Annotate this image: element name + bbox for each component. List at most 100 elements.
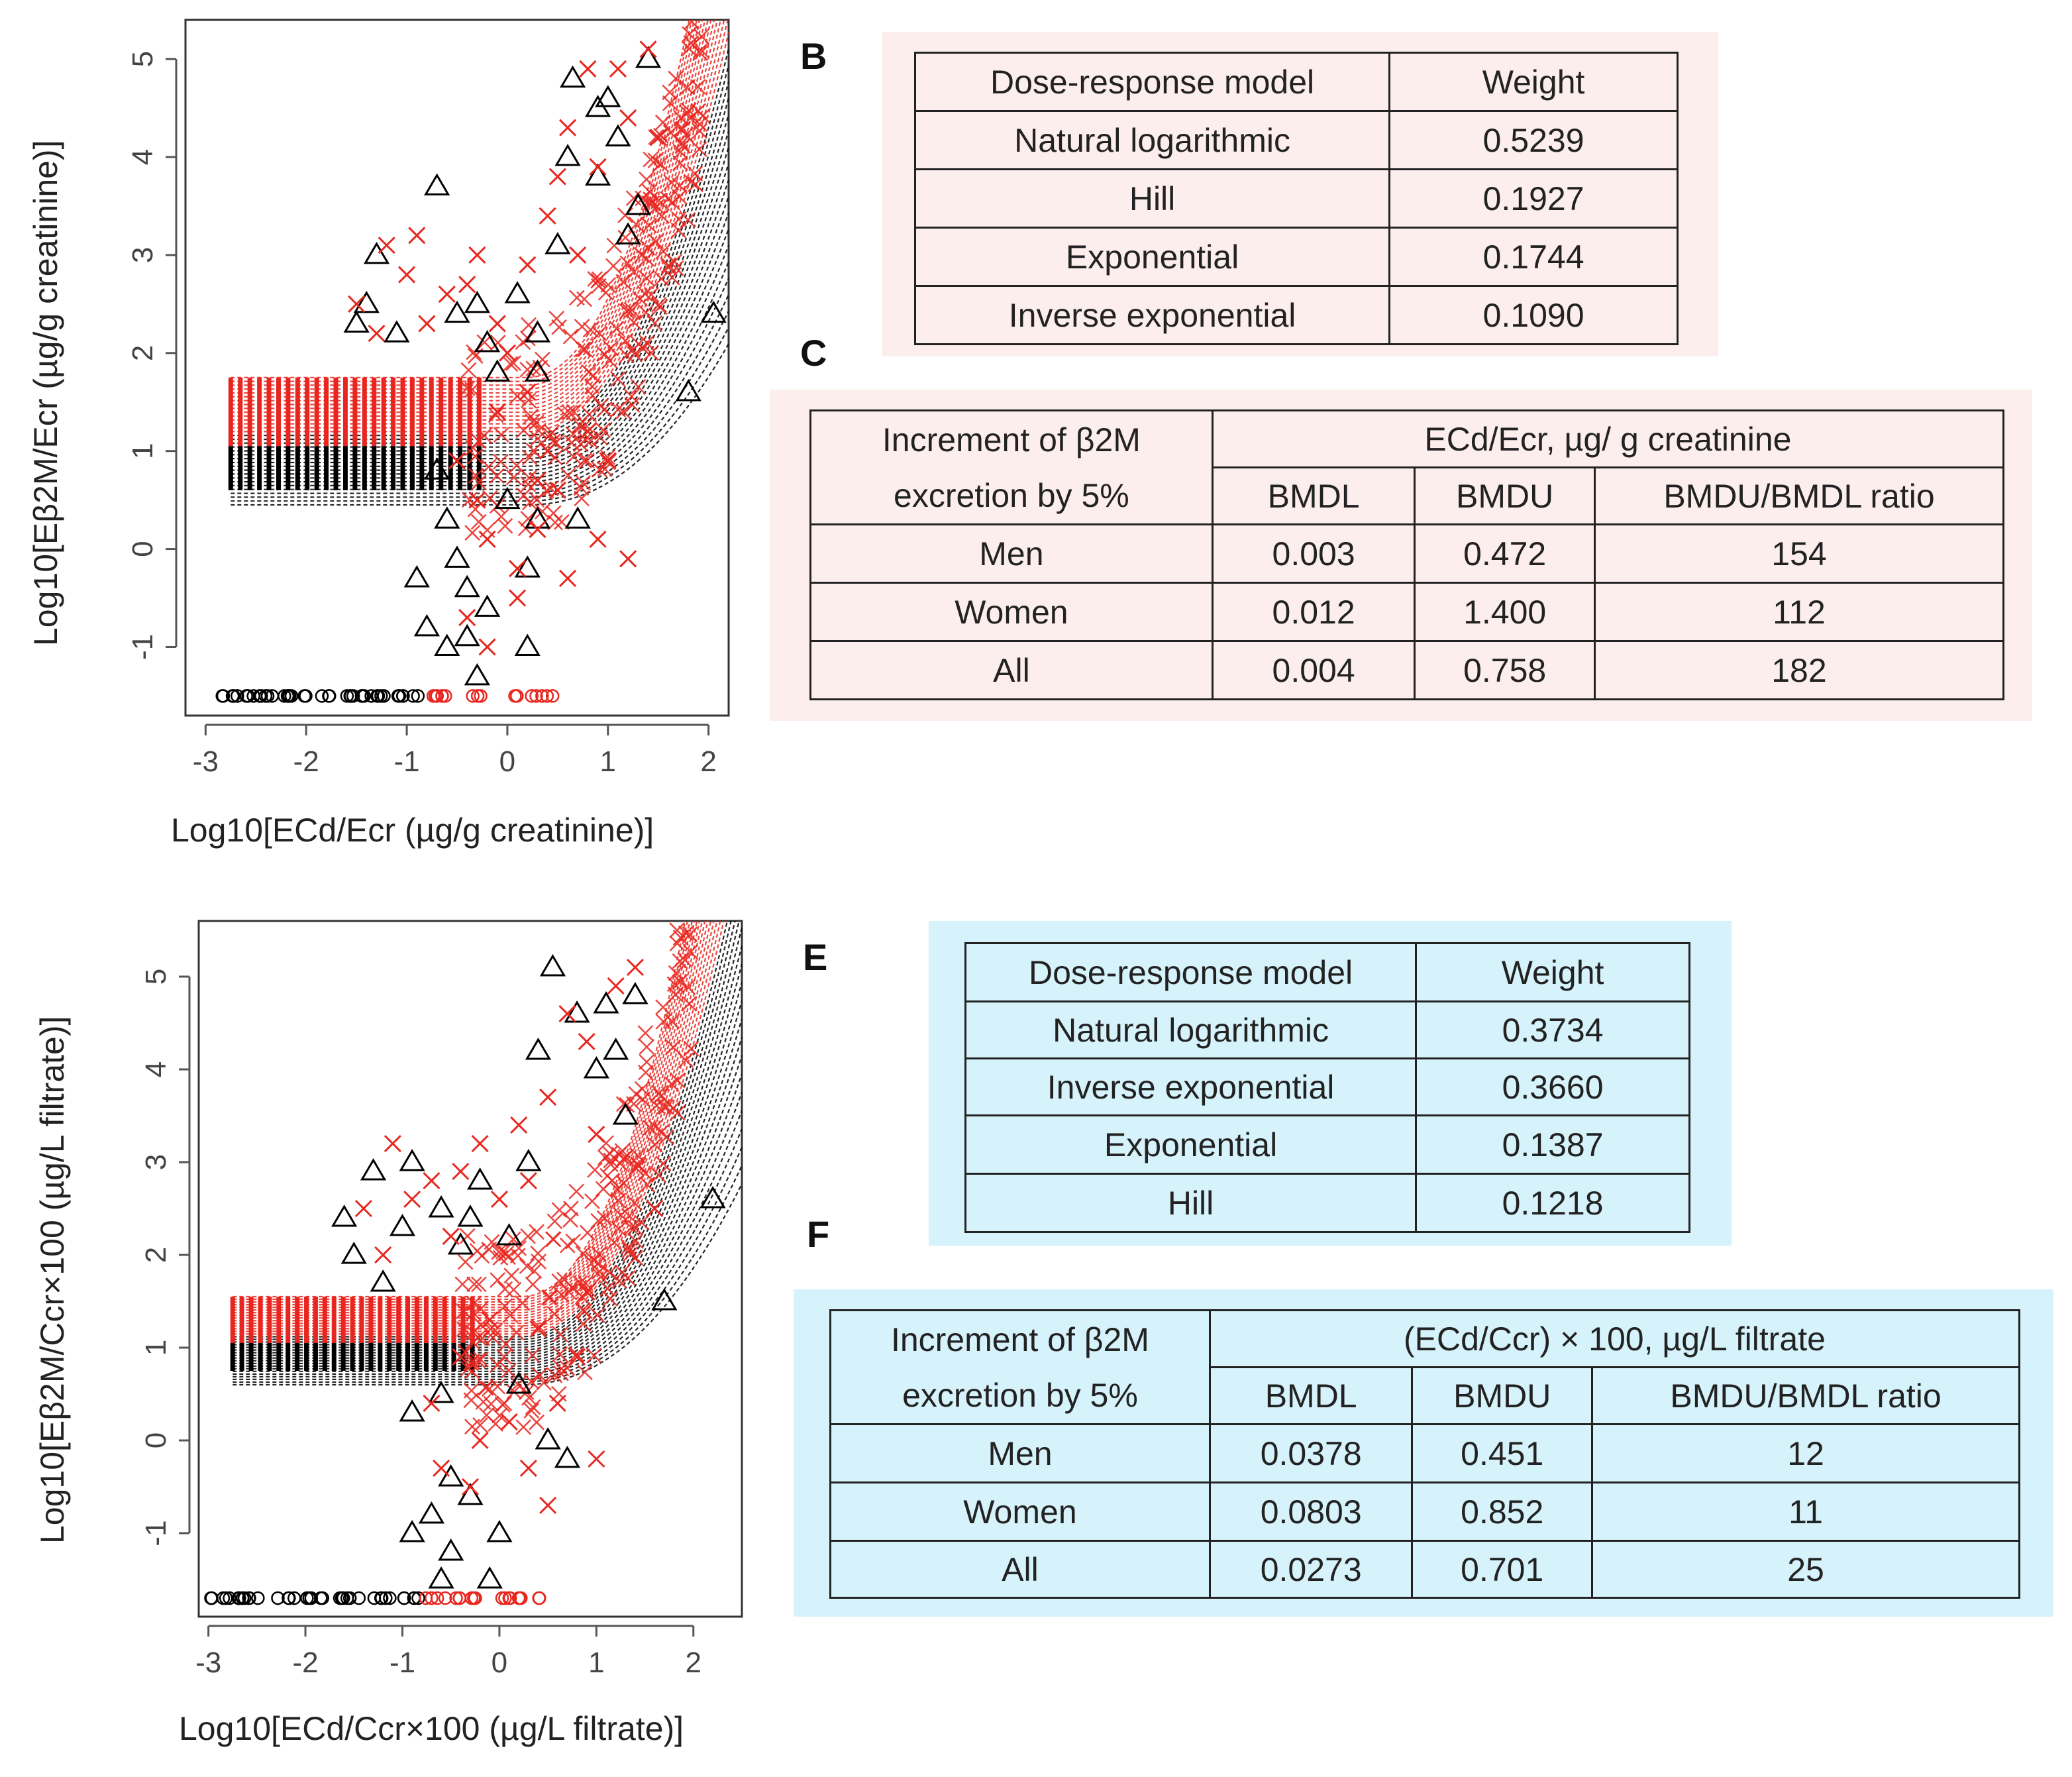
- data-point-cross: [531, 1319, 547, 1335]
- x-tick-label: 2: [686, 1646, 701, 1679]
- data-point-cross: [660, 191, 676, 207]
- data-point-cross: [650, 1167, 667, 1183]
- data-point-cross: [461, 1478, 480, 1496]
- data-point-cross: [562, 329, 579, 345]
- data-point-cross: [641, 184, 658, 200]
- table-c-group-header: ECd/Ecr, µg/ g creatinine: [1211, 409, 2005, 468]
- data-point-triangle: [399, 1399, 425, 1422]
- data-point-cross: [617, 207, 633, 223]
- data-point-cross: [579, 423, 597, 441]
- data-point-cross: [575, 1316, 592, 1332]
- data-point-cross: [611, 1273, 627, 1289]
- data-point-triangle: [363, 241, 390, 264]
- censored-point: [540, 689, 554, 703]
- table-e-cell: 0.1218: [1415, 1173, 1690, 1233]
- data-point-cross: [664, 194, 681, 211]
- data-point-cross: [691, 141, 707, 158]
- table-f-cell: Women: [829, 1481, 1211, 1542]
- data-point-cross: [525, 413, 541, 430]
- data-point-cross: [496, 1348, 512, 1365]
- data-point-cross: [652, 156, 669, 172]
- data-point-cross: [637, 1025, 654, 1042]
- table-c-bmd-values: Increment of β2M excretion by 5% ECd/Ecr…: [809, 409, 2005, 700]
- table-e-cell: Exponential: [964, 1114, 1418, 1175]
- table-c-cell: 0.004: [1211, 640, 1416, 700]
- data-point-cross: [470, 433, 487, 449]
- data-point-cross: [674, 135, 690, 151]
- data-point-triangle: [583, 1056, 609, 1079]
- table-c-row-header: Increment of β2M excretion by 5%: [809, 409, 1214, 525]
- data-point-cross: [579, 453, 595, 469]
- table-c-cell: 0.003: [1211, 523, 1416, 584]
- data-point-cross: [462, 492, 478, 508]
- data-point-cross: [639, 1039, 655, 1055]
- data-point-cross: [460, 362, 477, 378]
- data-point-cross: [579, 60, 597, 78]
- data-point-cross: [560, 467, 576, 484]
- data-point-triangle: [494, 486, 521, 510]
- censored-point: [525, 689, 539, 703]
- data-point-triangle: [454, 574, 480, 598]
- data-point-cross: [621, 1242, 638, 1258]
- data-point-cross: [539, 207, 556, 225]
- data-point-cross: [569, 290, 585, 306]
- data-point-triangle: [457, 1483, 484, 1505]
- data-point-cross: [488, 403, 506, 421]
- data-point-cross: [532, 1367, 548, 1383]
- data-point-cross: [641, 195, 658, 211]
- data-point-cross: [652, 1088, 669, 1104]
- data-point-cross: [497, 517, 513, 534]
- data-point-cross: [597, 284, 614, 301]
- data-point-cross: [523, 408, 539, 425]
- table-c-cell: Women: [809, 582, 1214, 642]
- data-point-triangle: [360, 1158, 387, 1181]
- data-point-triangle: [495, 1223, 523, 1246]
- x-tick-label: 0: [499, 745, 515, 778]
- data-point-cross: [664, 1013, 680, 1030]
- table-b-cell: Inverse exponential: [913, 285, 1391, 345]
- data-point-cross: [639, 270, 655, 286]
- data-point-cross: [492, 1407, 508, 1424]
- data-point-triangle: [484, 359, 511, 382]
- data-point-cross: [509, 560, 527, 578]
- data-point-triangle: [438, 1538, 464, 1561]
- data-point-cross: [654, 114, 671, 131]
- data-point-cross: [520, 476, 537, 492]
- table-b-cell: Exponential: [913, 227, 1391, 287]
- table-f-subheader-bmdl: BMDL: [1208, 1366, 1414, 1425]
- data-point-cross: [566, 404, 582, 420]
- data-point-cross: [500, 1249, 516, 1265]
- data-point-cross: [491, 1244, 507, 1260]
- data-point-cross: [619, 255, 636, 272]
- data-point-triangle: [595, 85, 621, 107]
- table-c-cell: 1.400: [1414, 582, 1596, 642]
- data-point-cross: [569, 246, 587, 264]
- table-f-cell: 0.0273: [1208, 1540, 1414, 1599]
- data-point-cross: [498, 344, 516, 362]
- data-point-cross: [575, 1246, 592, 1262]
- table-e-cell: 0.3734: [1415, 1000, 1690, 1059]
- data-point-cross: [565, 449, 582, 465]
- censored-point: [231, 689, 244, 703]
- data-point-cross: [627, 1233, 644, 1249]
- y-tick-label: 5: [127, 51, 159, 67]
- data-point-cross: [650, 297, 667, 313]
- data-point-cross: [466, 1276, 482, 1293]
- data-point-cross: [442, 1227, 460, 1246]
- fitted-curve: [233, 1037, 742, 1364]
- data-point-cross: [658, 1129, 674, 1146]
- data-point-cross: [456, 1303, 472, 1319]
- data-point-cross: [633, 1214, 650, 1231]
- data-point-cross: [509, 589, 527, 607]
- data-point-cross: [552, 1326, 568, 1342]
- table-e-model-weights: Dose-response model Weight Natural logar…: [964, 942, 1690, 1233]
- data-point-cross: [545, 433, 561, 450]
- data-point-cross: [484, 1234, 500, 1250]
- data-point-triangle: [474, 594, 501, 617]
- data-point-cross: [547, 514, 563, 531]
- y-tick-label: 2: [140, 1247, 172, 1263]
- data-point-cross: [490, 1272, 505, 1288]
- data-point-cross: [655, 999, 671, 1016]
- data-point-cross: [663, 1076, 680, 1092]
- data-point-cross: [546, 1306, 563, 1322]
